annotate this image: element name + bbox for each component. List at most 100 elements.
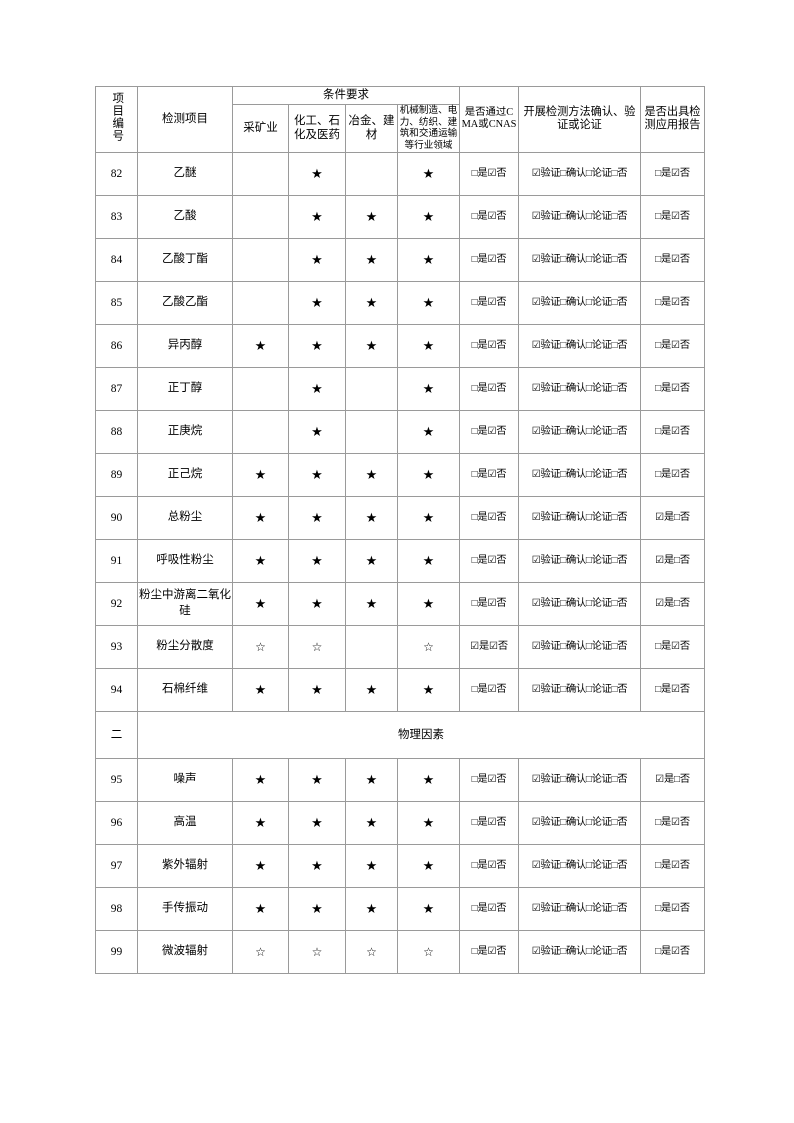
cell-metallurgy-mark: ★ [345,323,398,368]
cell-method-checkbox[interactable]: ☑验证□确认□论证□否 [518,323,641,368]
cell-method-checkbox[interactable]: ☑验证□确认□论证□否 [518,624,641,669]
cell-mining-mark: ★ [232,886,289,931]
cell-project-no: 85 [95,280,138,325]
cell-mining-mark [232,151,289,196]
cell-report-checkbox[interactable]: □是☑否 [640,452,705,497]
cell-mechanical-mark: ★ [397,757,460,802]
cell-cma-checkbox[interactable]: □是☑否 [459,843,519,888]
cell-report-checkbox[interactable]: □是☑否 [640,151,705,196]
cell-method-checkbox[interactable]: ☑验证□确认□论证□否 [518,452,641,497]
cell-project-no: 93 [95,624,138,669]
header-mining: 采矿业 [232,104,289,153]
cell-method-checkbox[interactable]: ☑验证□确认□论证□否 [518,495,641,540]
table-body: 82 乙醚 ★ ★ □是☑否 ☑验证□确认□论证□否 □是☑否 83 乙酸 ★ ★ ★ □是☑否 ☑验证□… [95,151,705,974]
cell-chemical-mark: ★ [288,452,346,497]
cell-project-no: 95 [95,757,138,802]
cell-mechanical-mark: ★ [397,237,460,282]
cell-cma-checkbox[interactable]: □是☑否 [459,667,519,712]
cell-project-no: 90 [95,495,138,540]
cell-report-checkbox[interactable]: □是☑否 [640,194,705,239]
table-row: 83 乙酸 ★ ★ ★ □是☑否 ☑验证□确认□论证□否 □是☑否 [95,194,705,239]
cell-cma-checkbox[interactable]: □是☑否 [459,323,519,368]
cell-method-checkbox[interactable]: ☑验证□确认□论证□否 [518,409,641,454]
cell-cma-checkbox[interactable]: □是☑否 [459,409,519,454]
header-mechanical: 机械制造、电力、纺织、建筑和交通运输等行业领域 [397,104,460,153]
cell-cma-checkbox[interactable]: ☑是☑否 [459,624,519,669]
cell-report-checkbox[interactable]: □是☑否 [640,366,705,411]
cell-metallurgy-mark: ★ [345,495,398,540]
cell-metallurgy-mark: ★ [345,237,398,282]
cell-method-checkbox[interactable]: ☑验证□确认□论证□否 [518,194,641,239]
cell-method-checkbox[interactable]: ☑验证□确认□论证□否 [518,237,641,282]
table-row: 86 异丙醇 ★ ★ ★ ★ □是☑否 ☑验证□确认□论证□否 □是☑否 [95,323,705,368]
table-row: 82 乙醚 ★ ★ □是☑否 ☑验证□确认□论证□否 □是☑否 [95,151,705,196]
cell-report-checkbox[interactable]: □是☑否 [640,323,705,368]
table-row: 85 乙酸乙酯 ★ ★ ★ □是☑否 ☑验证□确认□论证□否 □是☑否 [95,280,705,325]
table-row: 88 正庚烷 ★ ★ □是☑否 ☑验证□确认□论证□否 □是☑否 [95,409,705,454]
cell-project-no: 83 [95,194,138,239]
cell-report-checkbox[interactable]: ☑是□否 [640,538,705,583]
cell-report-checkbox[interactable]: □是☑否 [640,237,705,282]
header-project-no-label: 项目编号 [111,92,124,143]
cell-report-checkbox[interactable]: □是☑否 [640,409,705,454]
cell-inspection-item: 粉尘中游离二氧化硅 [137,581,233,626]
cell-metallurgy-mark: ★ [345,581,398,626]
cell-project-no: 98 [95,886,138,931]
cell-cma-checkbox[interactable]: □是☑否 [459,800,519,845]
cell-project-no: 96 [95,800,138,845]
cell-mining-mark [232,194,289,239]
cell-project-no: 82 [95,151,138,196]
cell-mechanical-mark: ★ [397,800,460,845]
cell-report-checkbox[interactable]: ☑是□否 [640,757,705,802]
table-row: 84 乙酸丁酯 ★ ★ ★ □是☑否 ☑验证□确认□论证□否 □是☑否 [95,237,705,282]
cell-cma-checkbox[interactable]: □是☑否 [459,194,519,239]
cell-method-checkbox[interactable]: ☑验证□确认□论证□否 [518,280,641,325]
cell-method-checkbox[interactable]: ☑验证□确认□论证□否 [518,843,641,888]
cell-method-checkbox[interactable]: ☑验证□确认□论证□否 [518,581,641,626]
cell-report-checkbox[interactable]: □是☑否 [640,624,705,669]
table-row: 99 微波辐射 ☆ ☆ ☆ ☆ □是☑否 ☑验证□确认□论证□否 □是☑否 [95,929,705,974]
header-cma-cnas: 是否通过CMA或CNAS [459,86,519,153]
cell-report-checkbox[interactable]: □是☑否 [640,280,705,325]
table-row: 96 高温 ★ ★ ★ ★ □是☑否 ☑验证□确认□论证□否 □是☑否 [95,800,705,845]
cell-report-checkbox[interactable]: □是☑否 [640,929,705,974]
cell-cma-checkbox[interactable]: □是☑否 [459,581,519,626]
table-row: 98 手传振动 ★ ★ ★ ★ □是☑否 ☑验证□确认□论证□否 □是☑否 [95,886,705,931]
cell-project-no: 91 [95,538,138,583]
cell-project-no: 88 [95,409,138,454]
cell-cma-checkbox[interactable]: □是☑否 [459,538,519,583]
cell-cma-checkbox[interactable]: □是☑否 [459,280,519,325]
table-row: 94 石棉纤维 ★ ★ ★ ★ □是☑否 ☑验证□确认□论证□否 □是☑否 [95,667,705,712]
header-metallurgy: 冶金、建材 [345,104,398,153]
cell-mechanical-mark: ★ [397,886,460,931]
cell-method-checkbox[interactable]: ☑验证□确认□论证□否 [518,538,641,583]
cell-method-checkbox[interactable]: ☑验证□确认□论证□否 [518,800,641,845]
cell-report-checkbox[interactable]: ☑是□否 [640,495,705,540]
cell-report-checkbox[interactable]: □是☑否 [640,886,705,931]
cell-chemical-mark: ★ [288,538,346,583]
cell-cma-checkbox[interactable]: □是☑否 [459,886,519,931]
cell-chemical-mark: ★ [288,409,346,454]
cell-method-checkbox[interactable]: ☑验证□确认□论证□否 [518,366,641,411]
cell-report-checkbox[interactable]: □是☑否 [640,843,705,888]
cell-method-checkbox[interactable]: ☑验证□确认□论证□否 [518,929,641,974]
cell-cma-checkbox[interactable]: □是☑否 [459,757,519,802]
cell-metallurgy-mark: ★ [345,757,398,802]
cell-report-checkbox[interactable]: □是☑否 [640,667,705,712]
cell-report-checkbox[interactable]: ☑是□否 [640,581,705,626]
cell-cma-checkbox[interactable]: □是☑否 [459,237,519,282]
cell-report-checkbox[interactable]: □是☑否 [640,800,705,845]
cell-cma-checkbox[interactable]: □是☑否 [459,495,519,540]
cell-cma-checkbox[interactable]: □是☑否 [459,929,519,974]
cell-method-checkbox[interactable]: ☑验证□确认□论证□否 [518,151,641,196]
cell-method-checkbox[interactable]: ☑验证□确认□论证□否 [518,757,641,802]
cell-cma-checkbox[interactable]: □是☑否 [459,366,519,411]
cell-cma-checkbox[interactable]: □是☑否 [459,452,519,497]
cell-method-checkbox[interactable]: ☑验证□确认□论证□否 [518,886,641,931]
cell-inspection-item: 正己烷 [137,452,233,497]
cell-method-checkbox[interactable]: ☑验证□确认□论证□否 [518,667,641,712]
cell-inspection-item: 手传振动 [137,886,233,931]
cell-cma-checkbox[interactable]: □是☑否 [459,151,519,196]
cell-mechanical-mark: ★ [397,495,460,540]
